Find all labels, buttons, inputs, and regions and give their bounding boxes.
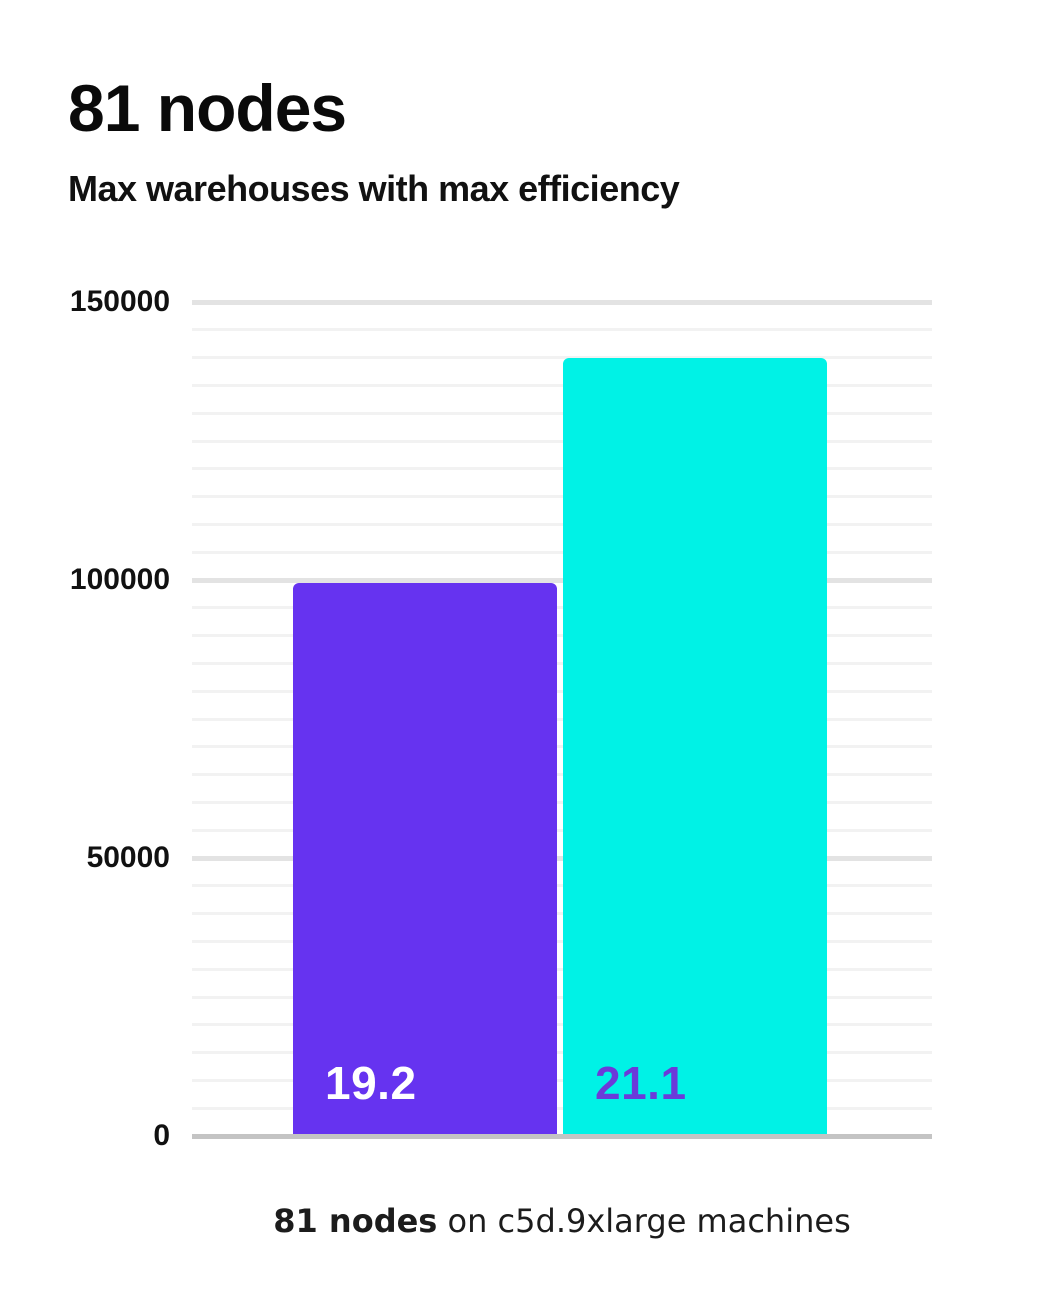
minor-gridline <box>192 912 932 916</box>
major-gridline <box>192 855 932 861</box>
bar-21.1: 21.1 <box>563 357 827 1136</box>
minor-gridline <box>192 356 932 360</box>
benchmark-card: 81 nodes Max warehouses with max efficie… <box>68 71 932 1240</box>
minor-gridline <box>192 689 932 693</box>
x-axis-line <box>192 1134 932 1139</box>
minor-gridline <box>192 745 932 749</box>
minor-gridline <box>192 967 932 971</box>
minor-gridline <box>192 522 932 526</box>
y-tick-label: 150000 <box>69 285 170 318</box>
minor-gridline <box>192 939 932 943</box>
minor-gridline <box>192 1106 932 1110</box>
minor-gridline <box>192 1078 932 1082</box>
minor-gridline <box>192 439 932 443</box>
y-tick-label: 50000 <box>86 841 170 874</box>
minor-gridline <box>192 634 932 638</box>
major-gridline <box>192 577 932 583</box>
minor-gridline <box>192 383 932 387</box>
minor-gridline <box>192 1023 932 1027</box>
caption-bold-text: 81 nodes <box>273 1202 438 1240</box>
bar-value-label: 21.1 <box>595 1057 687 1109</box>
chart-caption: 81 nodes on c5d.9xlarge machines <box>192 1202 932 1240</box>
page-title: 81 nodes <box>68 71 347 145</box>
minor-gridline <box>192 1051 932 1055</box>
minor-gridline <box>192 884 932 888</box>
minor-gridline <box>192 550 932 554</box>
minor-gridline <box>192 661 932 665</box>
caption-regular-text: on c5d.9xlarge machines <box>437 1202 851 1240</box>
bar-19.2: 19.2 <box>293 582 557 1136</box>
minor-gridline <box>192 467 932 471</box>
y-tick-label: 100000 <box>69 563 170 596</box>
minor-gridline <box>192 800 932 804</box>
minor-gridline <box>192 411 932 415</box>
bar-chart-plot-area: 0 50000 100000 150000 19.2 21.1 <box>70 285 932 1152</box>
minor-gridline <box>192 495 932 499</box>
minor-gridline <box>192 828 932 832</box>
minor-gridline <box>192 328 932 332</box>
minor-gridline <box>192 995 932 999</box>
y-tick-label: 0 <box>153 1119 170 1152</box>
minor-gridline <box>192 717 932 721</box>
major-gridline <box>192 299 932 305</box>
bar-value-label: 19.2 <box>325 1057 417 1109</box>
page-subtitle: Max warehouses with max efficiency <box>68 168 680 209</box>
minor-gridline <box>192 773 932 777</box>
minor-gridline <box>192 606 932 610</box>
